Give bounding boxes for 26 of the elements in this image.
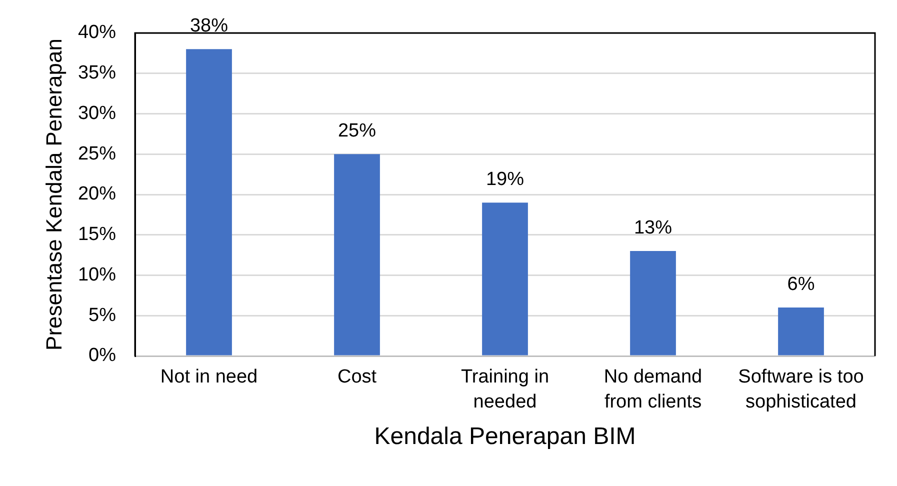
y-tick-label: 10% xyxy=(78,264,116,286)
bar xyxy=(334,154,380,356)
x-axis-title: Kendala Penerapan BIM xyxy=(374,423,636,450)
x-tick-label: Software is too sophisticated xyxy=(738,366,864,412)
data-label: 19% xyxy=(486,168,524,190)
bar xyxy=(778,308,824,356)
bar xyxy=(186,49,232,356)
bar xyxy=(482,202,528,356)
y-tick-label: 0% xyxy=(88,345,116,366)
bar xyxy=(630,251,676,356)
y-tick-label: 30% xyxy=(78,102,116,124)
y-tick-label: 5% xyxy=(88,304,116,326)
x-tick-label: Training in needed xyxy=(460,366,550,412)
y-tick-label: 40% xyxy=(78,22,116,44)
y-axis-title: Presentase Kendala Penerapan xyxy=(41,38,66,350)
y-tick-label: 20% xyxy=(78,184,116,205)
x-tick-label: Not in need xyxy=(160,366,258,388)
y-tick-label: 15% xyxy=(78,224,116,246)
y-tick-label: 35% xyxy=(78,62,116,84)
x-tick-label: Cost xyxy=(337,366,378,388)
data-label: 6% xyxy=(787,274,815,295)
data-label: 13% xyxy=(634,217,672,238)
data-label: 38% xyxy=(190,15,228,36)
x-tick-label: No demand from clients xyxy=(604,366,702,412)
data-label: 25% xyxy=(338,120,376,142)
y-tick-label: 25% xyxy=(78,143,116,164)
